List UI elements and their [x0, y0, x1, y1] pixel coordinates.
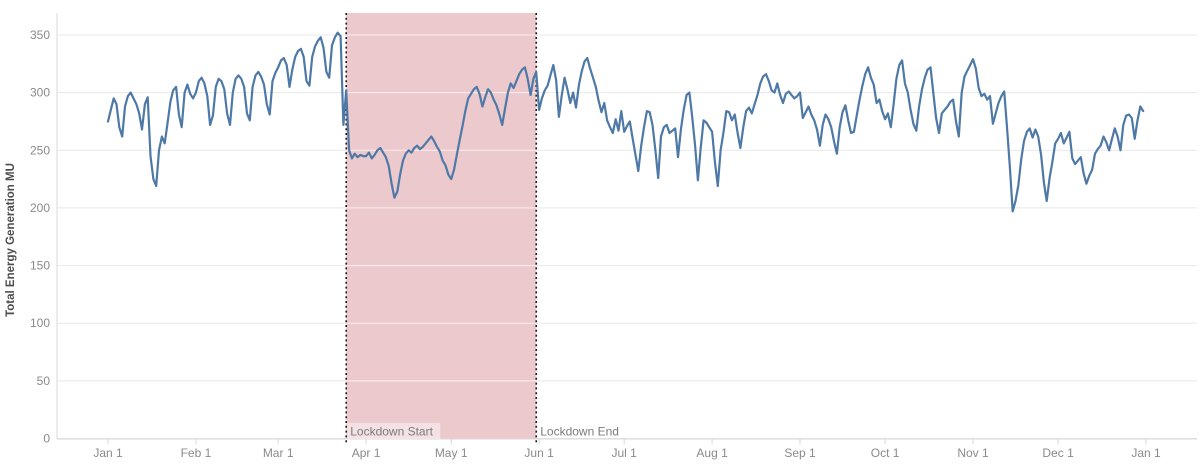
y-tick-label: 50 [37, 374, 51, 388]
x-tick-label: Apr 1 [352, 446, 381, 460]
x-tick-label: Mar 1 [263, 446, 294, 460]
x-tick-label: May 1 [435, 446, 468, 460]
y-tick-label: 0 [43, 432, 50, 446]
x-tick-label: Jan 1 [1131, 446, 1161, 460]
lockdown-band[interactable] [346, 13, 537, 439]
x-tick-label: Feb 1 [181, 446, 212, 460]
x-tick-label: Jun 1 [524, 446, 554, 460]
y-tick-label: 200 [30, 201, 50, 215]
y-tick-label: 350 [30, 28, 50, 42]
y-axis-title: Total Energy Generation MU [5, 163, 17, 317]
x-tick-label: Dec 1 [1042, 446, 1074, 460]
energy-series-line[interactable] [106, 31, 1145, 213]
y-tick-label: 250 [30, 143, 50, 157]
x-tick-label: Jul 1 [611, 446, 637, 460]
y-tick-label: 300 [30, 86, 50, 100]
x-tick-label: Oct 1 [871, 446, 900, 460]
x-tick-label: Jan 1 [93, 446, 123, 460]
x-tick-label: Nov 1 [957, 446, 989, 460]
lockdown-start-label-bg [347, 423, 441, 439]
y-tick-label: 150 [30, 259, 50, 273]
x-tick-label: Sep 1 [784, 446, 816, 460]
lockdown-start-label: Lockdown Start [350, 425, 433, 439]
lockdown-end-label: Lockdown End [540, 425, 619, 439]
y-tick-label: 100 [30, 316, 50, 330]
x-tick-label: Aug 1 [696, 446, 728, 460]
